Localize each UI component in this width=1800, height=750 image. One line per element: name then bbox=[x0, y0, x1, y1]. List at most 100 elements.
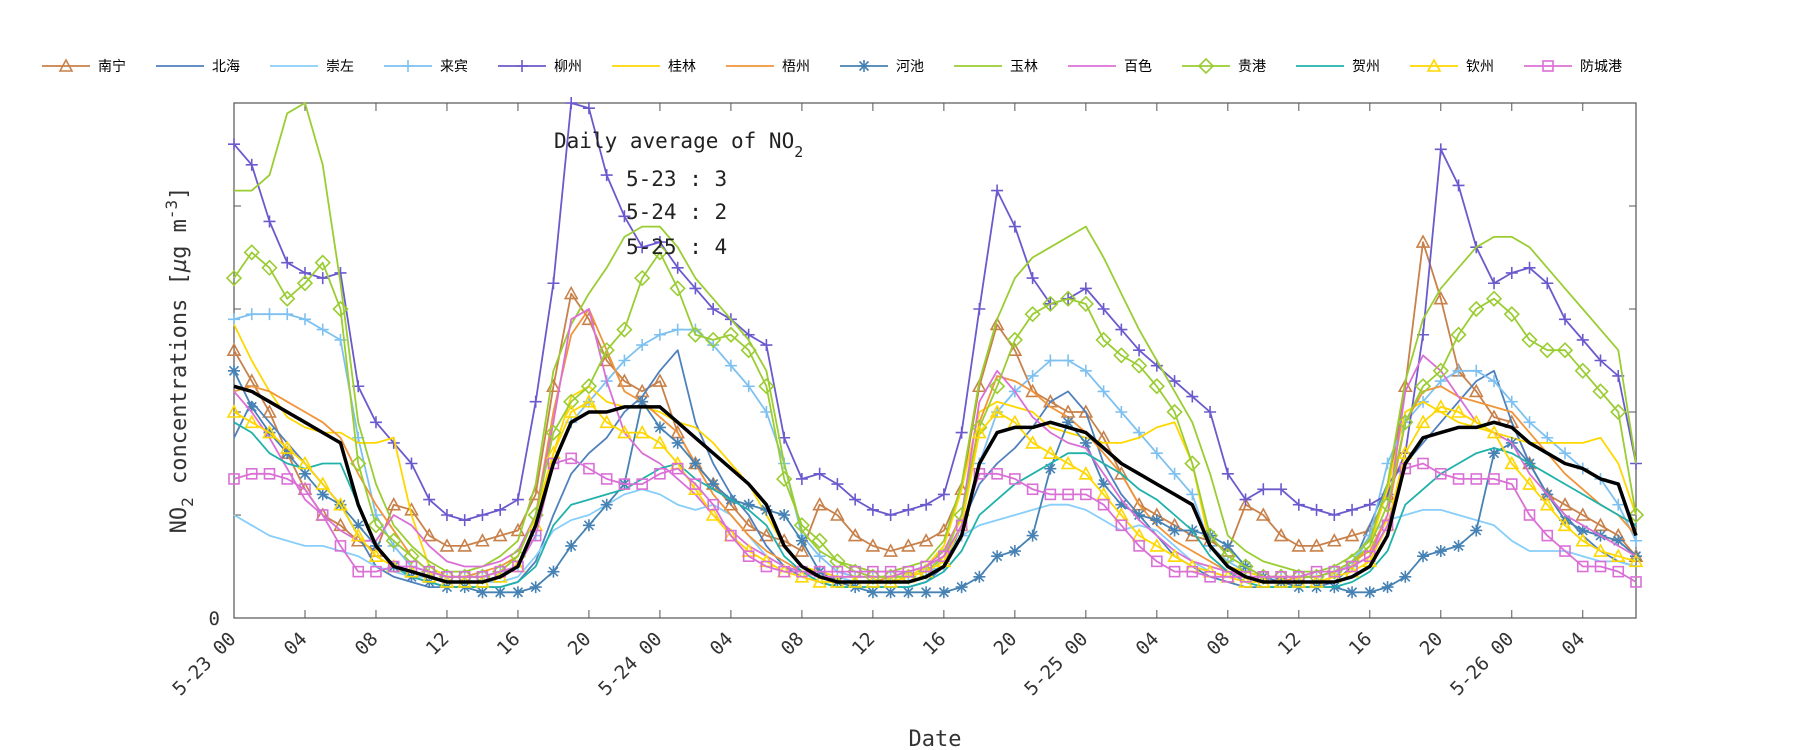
x-tick-label: 04 bbox=[706, 628, 738, 660]
data-point bbox=[1468, 383, 1484, 398]
legend-item: 河池 bbox=[840, 59, 924, 75]
data-point bbox=[494, 586, 507, 599]
data-point bbox=[1095, 331, 1112, 349]
plot-frame bbox=[233, 102, 1637, 619]
data-point bbox=[1009, 473, 1021, 485]
data-point bbox=[600, 473, 613, 485]
data-point bbox=[1006, 331, 1023, 349]
data-point bbox=[651, 244, 669, 261]
data-point bbox=[314, 254, 331, 271]
data-point bbox=[1539, 497, 1555, 511]
data-point bbox=[367, 517, 385, 534]
legend-item: 柳州 bbox=[498, 58, 582, 75]
data-point bbox=[1627, 506, 1645, 524]
data-point bbox=[1273, 527, 1289, 542]
data-point bbox=[634, 269, 651, 287]
data-point bbox=[1097, 478, 1110, 491]
data-point bbox=[228, 364, 240, 377]
data-point bbox=[1328, 565, 1341, 578]
data-point bbox=[1219, 548, 1236, 565]
data-point bbox=[405, 457, 418, 470]
data-point bbox=[1346, 560, 1358, 573]
data-point bbox=[1433, 291, 1449, 305]
data-point bbox=[226, 404, 242, 418]
data-point bbox=[1488, 473, 1500, 485]
x-tick-label: 20 bbox=[1416, 628, 1448, 660]
data-point bbox=[1024, 306, 1041, 323]
data-point bbox=[1574, 362, 1591, 379]
data-point bbox=[245, 158, 258, 171]
data-point bbox=[1612, 498, 1625, 511]
data-point bbox=[243, 244, 260, 261]
x-tick-label: 08 bbox=[351, 628, 383, 660]
data-point bbox=[228, 473, 240, 485]
plot-area: 5-23 00 04 08 12 16 205-24 00 04 08 12 16 205-25 0… bbox=[168, 97, 1645, 700]
data-point bbox=[298, 467, 311, 480]
legend-marker bbox=[858, 60, 870, 72]
data-point bbox=[722, 326, 740, 343]
data-point bbox=[1610, 548, 1626, 563]
data-point bbox=[1559, 313, 1572, 326]
data-point bbox=[385, 532, 402, 549]
legend-item: 贺州 bbox=[1296, 59, 1380, 75]
data-point bbox=[1559, 545, 1571, 557]
data-point bbox=[1025, 383, 1040, 398]
data-point bbox=[671, 261, 684, 274]
data-point bbox=[1026, 483, 1039, 496]
data-point bbox=[920, 498, 933, 511]
data-point bbox=[1133, 540, 1145, 552]
data-point bbox=[760, 406, 773, 418]
data-point bbox=[1523, 416, 1536, 429]
data-point bbox=[705, 331, 722, 349]
data-point bbox=[1488, 447, 1501, 460]
data-point bbox=[1470, 364, 1483, 377]
series-group bbox=[225, 97, 1645, 599]
y-tick-label: 0 bbox=[209, 608, 220, 630]
data-point bbox=[599, 414, 615, 429]
data-point bbox=[1450, 326, 1467, 343]
data-point bbox=[1204, 570, 1216, 583]
data-point bbox=[1008, 545, 1021, 558]
data-point bbox=[902, 565, 915, 578]
data-point bbox=[245, 400, 258, 413]
legend-label: 贵港 bbox=[1238, 59, 1266, 75]
y-axis-title: NO2 concentrations [µg m-3] bbox=[162, 187, 197, 534]
data-point bbox=[669, 280, 686, 297]
data-point bbox=[760, 503, 773, 516]
data-point bbox=[1275, 483, 1288, 496]
series-line bbox=[233, 102, 1637, 521]
data-point bbox=[1168, 565, 1181, 578]
data-point bbox=[654, 467, 666, 480]
data-point bbox=[316, 323, 329, 336]
data-point bbox=[1612, 534, 1625, 547]
data-point bbox=[1541, 277, 1554, 290]
data-point bbox=[1415, 414, 1431, 429]
data-point bbox=[332, 300, 349, 318]
x-tick-label: 20 bbox=[564, 628, 596, 660]
data-point bbox=[1186, 390, 1199, 403]
data-point bbox=[1379, 496, 1396, 513]
y-axis-title-superscript: -3 bbox=[162, 200, 181, 219]
data-point bbox=[1556, 342, 1574, 359]
data-point bbox=[1133, 426, 1146, 439]
data-point bbox=[261, 259, 278, 276]
legend-item: 南宁 bbox=[42, 58, 126, 75]
data-point bbox=[1344, 527, 1360, 542]
data-point bbox=[1026, 369, 1039, 382]
data-point bbox=[1576, 524, 1589, 537]
x-tick-label: 12 bbox=[1274, 628, 1306, 660]
legend-label: 桂林 bbox=[668, 59, 696, 75]
data-point bbox=[1130, 357, 1148, 374]
data-point bbox=[1168, 375, 1181, 388]
data-point bbox=[1292, 498, 1305, 511]
data-point bbox=[1167, 548, 1182, 563]
data-point bbox=[776, 470, 793, 488]
data-point bbox=[1397, 414, 1414, 431]
data-point bbox=[582, 102, 595, 115]
data-point bbox=[1166, 403, 1183, 421]
data-point bbox=[707, 339, 720, 352]
data-point bbox=[1575, 507, 1591, 521]
data-point bbox=[813, 550, 826, 563]
data-point bbox=[1539, 342, 1556, 359]
data-point bbox=[1150, 514, 1163, 527]
